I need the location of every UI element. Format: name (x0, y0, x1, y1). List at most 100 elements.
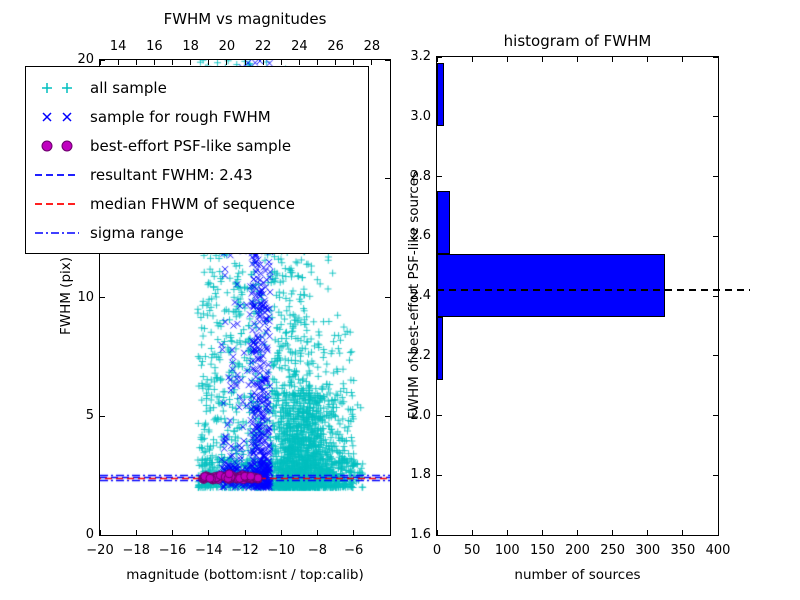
hist-y-tick-label: 2.4 (410, 288, 431, 303)
x-top-tick-label: 26 (327, 39, 344, 54)
tick-mark (262, 60, 264, 65)
hist-x-tick-label: 300 (635, 543, 661, 558)
tick-mark (713, 235, 718, 237)
hist-x-tick-label: 350 (670, 543, 696, 558)
x-top-tick-label: 28 (363, 39, 381, 54)
tick-mark (385, 59, 390, 61)
tick-mark (647, 57, 649, 62)
legend-item-label: best-effort PSF-like sample (90, 136, 292, 155)
x-tick-label: −6 (344, 543, 364, 558)
right-plot-area (436, 56, 719, 536)
tick-mark (172, 60, 173, 65)
tick-mark (244, 60, 246, 65)
legend-item-label: sigma range (90, 223, 184, 242)
hist-x-tick-label: 200 (565, 543, 590, 558)
hist-y-tick-label: 2.6 (410, 228, 431, 244)
tick-mark (713, 295, 718, 297)
tick-mark (153, 60, 155, 65)
legend-item-label: median FHWM of sequence (90, 194, 295, 213)
tick-mark (335, 60, 337, 65)
left-xlabel: magnitude (bottom:isnt / top:calib) (126, 567, 364, 583)
tick-mark (437, 474, 442, 476)
tick-mark (172, 530, 173, 535)
legend-item-sigma-range: sigma range (32, 218, 364, 247)
tick-mark (541, 530, 543, 535)
legend-item-label: sample for rough FWHM (90, 107, 271, 126)
x-marker-icon (32, 108, 82, 126)
hist-x-tick-label: 0 (432, 543, 442, 558)
x-top-tick-label: 20 (218, 39, 236, 54)
tick-mark (612, 530, 614, 535)
tick-mark (385, 178, 390, 180)
y-tick-label: 0 (85, 527, 94, 542)
x-tick-label: −16 (158, 543, 187, 558)
tick-mark (99, 60, 101, 65)
legend-item-label: all sample (90, 78, 167, 97)
tick-mark (713, 415, 718, 416)
tick-mark (471, 530, 473, 535)
left-plot-title: FWHM vs magnitudes (163, 10, 327, 28)
tick-mark (317, 530, 318, 535)
right-xlabel: number of sources (514, 567, 641, 583)
tick-mark (317, 60, 318, 65)
hist-x-tick-label: 100 (494, 543, 520, 558)
tick-mark (208, 530, 210, 535)
tick-mark (371, 60, 373, 65)
y-tick-label: 20 (77, 52, 94, 67)
tick-mark (437, 56, 442, 58)
histogram-bar (437, 62, 445, 126)
tick-mark (100, 534, 105, 536)
tick-mark (135, 60, 137, 65)
tick-mark (717, 57, 719, 62)
tick-mark (713, 474, 718, 476)
hist-y-tick-label: 2.8 (410, 168, 431, 184)
x-top-tick-label: 24 (291, 39, 308, 54)
x-top-tick-label: 18 (182, 39, 199, 54)
hist-y-tick-label: 1.8 (410, 467, 431, 483)
x-top-tick-label: 16 (146, 39, 163, 54)
tick-mark (541, 57, 543, 62)
tick-mark (437, 176, 442, 177)
hist-x-tick-label: 250 (600, 543, 626, 558)
hist-y-tick-label: 1.6 (410, 527, 431, 542)
legend-item-median-fwhm: median FHWM of sequence (32, 189, 364, 218)
tick-mark (506, 530, 508, 535)
tick-mark (100, 415, 105, 417)
tick-mark (226, 60, 228, 65)
legend-item-all-sample: all sample (32, 73, 364, 102)
x-tick-label: −14 (195, 543, 223, 558)
histogram-bar (437, 191, 450, 255)
plus-marker-icon (32, 79, 82, 97)
tick-mark (612, 57, 614, 62)
hist-x-tick-label: 400 (705, 543, 731, 558)
tick-mark (436, 57, 438, 62)
tick-mark (682, 57, 684, 62)
circle-marker-icon (32, 137, 82, 155)
tick-mark (100, 59, 105, 61)
legend-item-rough-fwhm: sample for rough FWHM (32, 102, 364, 131)
tick-mark (280, 60, 282, 65)
hist-y-tick-label: 3.2 (410, 49, 431, 64)
tick-mark (713, 355, 718, 357)
histogram-bar (437, 316, 443, 380)
tick-mark (385, 534, 390, 536)
tick-mark (682, 530, 684, 535)
tick-mark (298, 60, 300, 65)
tick-mark (713, 534, 718, 536)
x-top-tick-label: 14 (109, 39, 127, 54)
histogram-bar (437, 254, 666, 317)
tick-mark (385, 297, 390, 298)
x-top-tick-label: 22 (254, 39, 272, 54)
legend-item-psf-sample: best-effort PSF-like sample (32, 131, 364, 160)
hist-x-tick-label: 150 (529, 543, 555, 558)
hist-y-tick-label: 2.2 (410, 347, 431, 363)
tick-mark (100, 297, 105, 298)
tick-mark (471, 57, 473, 62)
tick-mark (647, 530, 649, 535)
tick-mark (353, 530, 355, 535)
y-tick-label: 5 (85, 408, 94, 424)
x-tick-label: −18 (122, 543, 150, 558)
tick-mark (353, 60, 355, 65)
tick-mark (117, 60, 119, 65)
x-tick-label: −8 (307, 543, 328, 558)
